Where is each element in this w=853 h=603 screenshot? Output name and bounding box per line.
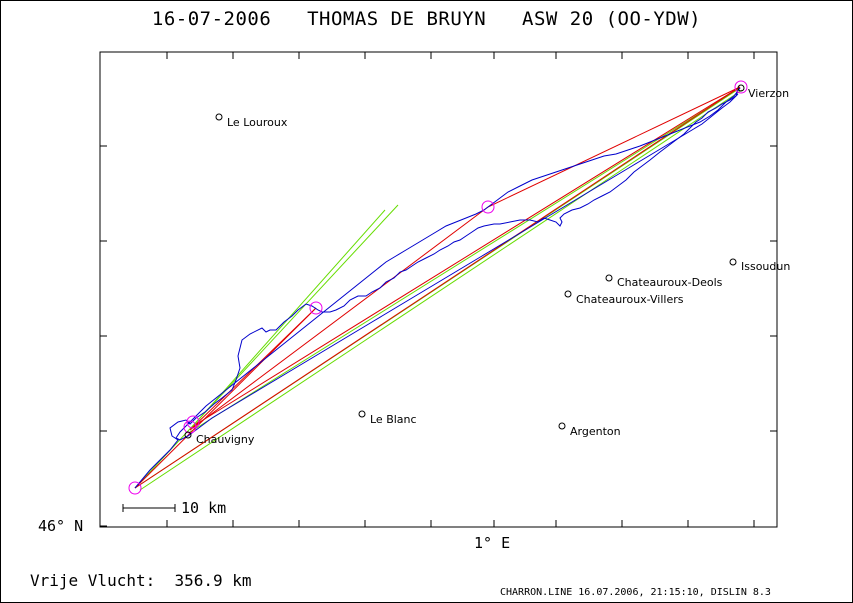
place-marker-chateauroux-deols — [605, 274, 613, 282]
turnpoint-mid — [481, 200, 495, 214]
turnpoint-west — [309, 301, 323, 315]
axis-ticks — [100, 52, 777, 527]
map-title: 16-07-2006 THOMAS DE BRUYN ASW 20 (OO-YD… — [151, 8, 702, 30]
lat-axis-label: 46° N — [38, 517, 83, 535]
turnpoint-vierzon — [734, 80, 748, 94]
place-label-vierzon: Vierzon — [748, 87, 789, 100]
turnpoints — [128, 80, 748, 495]
plot-box — [99, 51, 778, 528]
flight-track — [134, 87, 741, 489]
place-label-issoudun: Issoudun — [741, 260, 790, 273]
place-label-le-louroux: Le Louroux — [227, 116, 288, 129]
place-label-chateauroux-deols: Chateauroux-Deols — [617, 276, 723, 289]
place-markers: Le Louroux Vierzon Issoudun Chateauroux-… — [184, 84, 790, 446]
place-marker-argenton — [558, 422, 566, 430]
place-marker-chateauroux-villers — [564, 290, 572, 298]
red-course-lines — [134, 86, 741, 489]
green-legs — [134, 87, 743, 491]
place-label-le-blanc: Le Blanc — [370, 413, 417, 426]
file-info: CHARRON.LINE 16.07.2006, 21:15:10, DISLI… — [500, 587, 771, 598]
lon-axis-label: 1° E — [474, 534, 510, 552]
turnpoint-start — [128, 481, 142, 495]
place-label-chauvigny: Chauvigny — [196, 433, 255, 446]
flight-track-return — [175, 87, 741, 441]
place-marker-le-louroux — [215, 113, 223, 121]
place-marker-chauvigny — [184, 431, 192, 439]
place-marker-issoudun — [729, 258, 737, 266]
place-label-chateauroux-villers: Chateauroux-Villers — [576, 293, 684, 306]
free-flight-distance: Vrije Vlucht: 356.9 km — [30, 571, 252, 590]
scale-bar: 10 km — [122, 499, 226, 517]
scale-bar-label: 10 km — [181, 499, 226, 517]
turnpoint-chauvigny-b — [186, 415, 200, 429]
place-label-argenton: Argenton — [570, 425, 621, 438]
place-marker-vierzon — [737, 84, 745, 92]
place-marker-le-blanc — [358, 410, 366, 418]
